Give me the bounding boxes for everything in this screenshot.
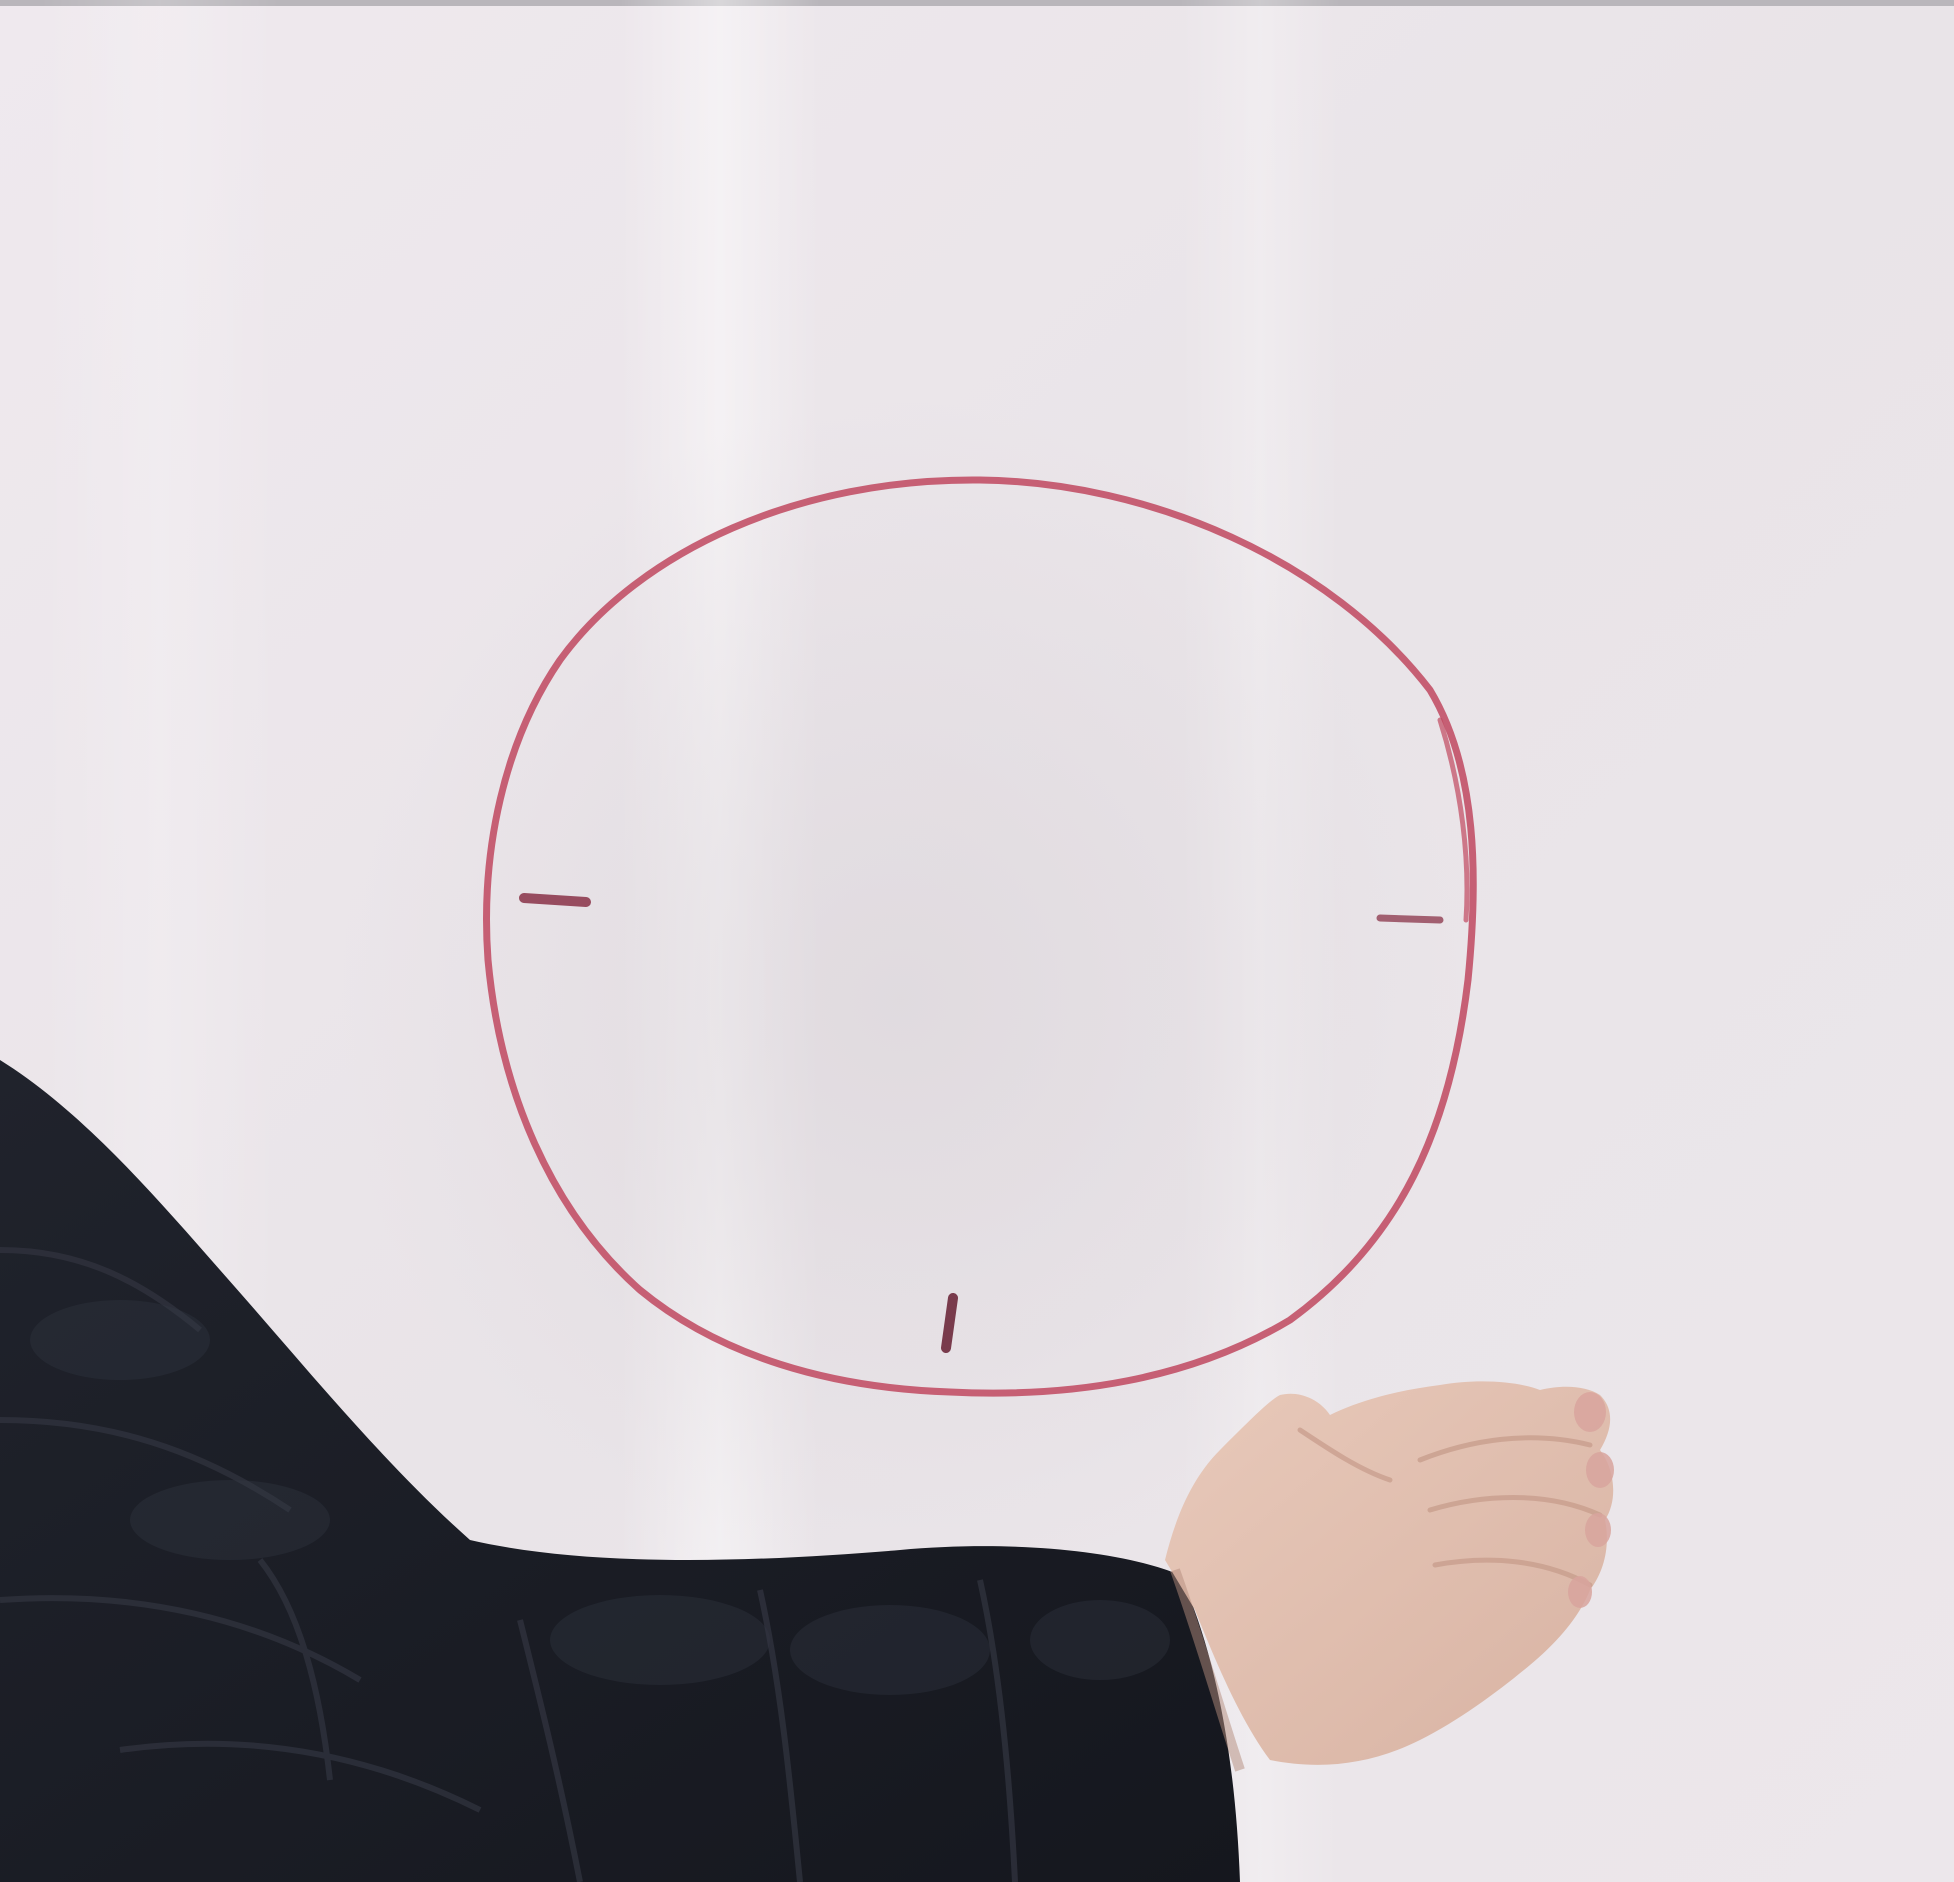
- drawn-circle: [483, 476, 1477, 1397]
- arm-sleeve: [0, 1060, 1240, 1882]
- circle-overstroke: [1437, 717, 1470, 923]
- hand: [1165, 1381, 1614, 1772]
- right-tick-mark: [1376, 914, 1444, 924]
- bottom-tick-mark: [941, 1293, 958, 1353]
- circle-outline: [483, 476, 1477, 1397]
- left-tick-mark: [519, 893, 591, 907]
